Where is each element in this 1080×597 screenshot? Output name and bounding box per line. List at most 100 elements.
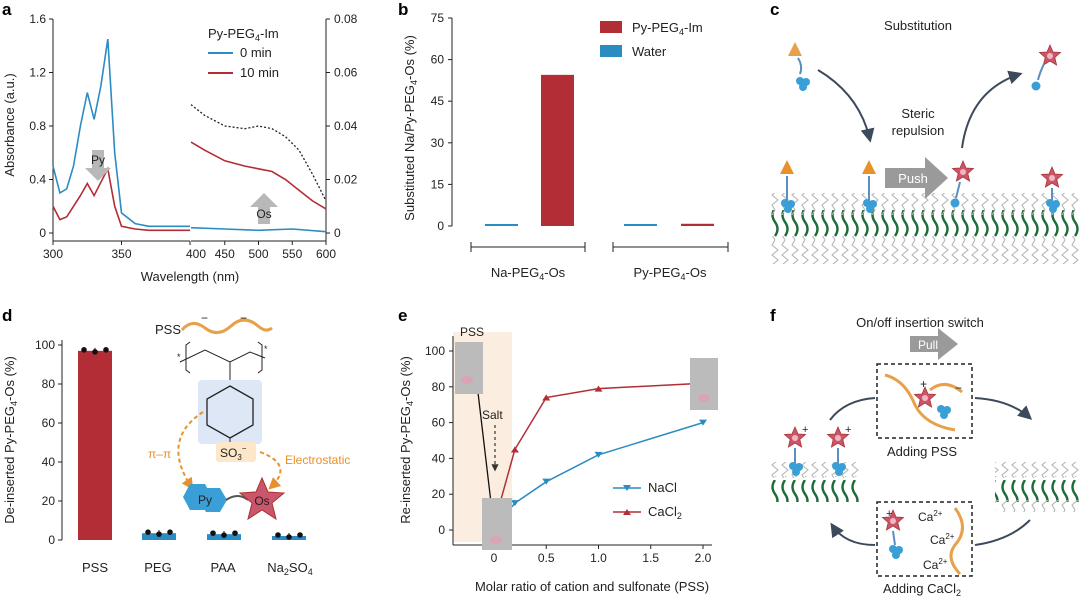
- os-star-icon: [1039, 44, 1061, 66]
- cycle-arrow: [830, 522, 876, 546]
- electrostatic-label: Electrostatic: [285, 453, 350, 467]
- legend-label-0min: 0 min: [240, 45, 272, 60]
- panel-d: d 0 20 40 60 80 100 De-inserted Py-PEG4-Os (%…: [2, 306, 350, 577]
- marker-NaCl: [510, 500, 519, 507]
- data-point: [232, 530, 238, 536]
- legend-swatch-pypeg: [600, 21, 622, 33]
- py-down-arrow-icon: [85, 150, 111, 181]
- panel-e: e 0 20 40 60 80 100 0 0.5 1.0 1.5 2.0 Re-inserted …: [398, 306, 718, 594]
- tick-label-left: 0.4: [29, 173, 46, 187]
- panel-d-axes: 0 20 40 60 80 100: [35, 338, 63, 547]
- pss-minus: −: [240, 311, 247, 325]
- group-label-py: Py-PEG4-Os: [634, 265, 707, 282]
- bar-Py-PEG4-Im-0: [541, 74, 574, 226]
- marker-CaCl2: [594, 385, 603, 392]
- os-star-icon: [952, 160, 974, 182]
- vial-photo-pss: [455, 342, 483, 394]
- substitution-arrow-down: [817, 69, 875, 143]
- py-hexagon-icon: [199, 488, 227, 512]
- bar-Water-0: [485, 224, 518, 226]
- panel-label-e: e: [398, 306, 407, 325]
- group-label-na: Na-PEG4-Os: [491, 265, 566, 282]
- tick-label-x: 300: [43, 247, 63, 261]
- data-point: [103, 347, 109, 353]
- panel-c-gray-bottom: [770, 236, 1080, 264]
- peg-chain: [1037, 63, 1045, 81]
- panel-a-legend-title: Py-PEG4-Im: [208, 26, 279, 43]
- tick-label-x: 400: [186, 247, 206, 261]
- tick-label-right: 0.08: [334, 12, 358, 26]
- tick-label-x: 600: [316, 247, 336, 261]
- py-blob-icon: [1031, 81, 1041, 91]
- marker-CaCl2: [542, 394, 551, 401]
- os-star-icon: [1041, 166, 1063, 188]
- series-line-4: [190, 104, 327, 202]
- arrow-py-label: Py: [91, 153, 105, 167]
- peg-chain: [892, 530, 896, 546]
- data-point: [275, 532, 281, 538]
- so3-label: SO3−: [220, 444, 247, 462]
- panel-f-title: On/off insertion switch: [856, 315, 984, 330]
- panel-f-helix-left: [770, 476, 860, 502]
- tick-label-right: 0.04: [334, 119, 358, 133]
- ca-ion-label: Ca2+: [918, 509, 943, 524]
- panel-e-xlabel: Molar ratio of cation and sulfonate (PSS…: [475, 579, 709, 594]
- bracket-right: [257, 341, 263, 374]
- py-blob-icon: [950, 198, 960, 208]
- panel-e-ylabel: Re-inserted Py-PEG4-Os (%): [398, 356, 415, 524]
- adding-cacl2-label: Adding CaCl2: [883, 581, 961, 597]
- im-triangle-icon: [788, 42, 802, 56]
- peg-chain: [955, 181, 961, 199]
- plus-sign: +: [845, 424, 851, 436]
- bracket-star: *: [177, 352, 181, 362]
- py-blob-icon: [796, 77, 810, 91]
- os-up-arrow-icon: [250, 193, 278, 224]
- panel-d-bars: [78, 347, 306, 540]
- legend-swatch-water: [600, 45, 622, 57]
- tick-label-x: 0: [491, 551, 498, 565]
- tick-label-left: 0: [39, 226, 46, 240]
- tick-label-left: 1.6: [29, 12, 46, 26]
- tick-label-y: 0: [48, 533, 55, 547]
- panel-a: a 0 0.4 0.8 1.2 1.6 0 0.02 0.04 0.06 0.08 300 350 45…: [2, 0, 358, 284]
- tick-label-right: 0: [334, 226, 341, 240]
- pull-arrow-icon: [910, 328, 958, 360]
- pss-label: PSS: [155, 322, 181, 337]
- push-label: Push: [898, 171, 928, 186]
- panel-d-ylabel: De-inserted Py-PEG4-Os (%): [2, 356, 19, 524]
- panel-a-xlabel: Wavelength (nm): [141, 269, 240, 284]
- tick-label-x: 550: [282, 247, 302, 261]
- category-peg: PEG: [144, 560, 171, 575]
- im-triangle-icon: [862, 160, 876, 174]
- backbone: [179, 349, 266, 363]
- legend-label-nacl: NaCl: [648, 480, 677, 495]
- panel-b: b 0 15 30 45 60 75 Substituted Na/Py-PEG4-Os …: [398, 0, 729, 282]
- bracket-left: [185, 341, 191, 374]
- pi-pi-arrow: [177, 411, 204, 490]
- tick-label-x: 1.5: [642, 551, 659, 565]
- tick-label-x: 350: [111, 247, 131, 261]
- panel-label-b: b: [398, 0, 408, 19]
- vial-photo-cacl2: [690, 358, 718, 410]
- py-blob-icon: [889, 545, 903, 559]
- data-point: [167, 529, 173, 535]
- panel-f: f On/off insertion switch Pull + − Addin…: [770, 306, 1080, 597]
- legend-label-pypeg: Py-PEG4-Im: [632, 20, 703, 37]
- os-label: Os: [254, 494, 269, 508]
- legend-label-water: Water: [632, 44, 667, 59]
- salt-label: Salt: [482, 408, 503, 422]
- pss-chain-icon: [884, 373, 963, 432]
- im-triangle-icon: [780, 160, 794, 174]
- plus-sign: +: [802, 424, 808, 436]
- panel-c-title: Substitution: [884, 18, 952, 33]
- panel-b-ylabel: Substituted Na/Py-PEG4-Os (%): [402, 35, 419, 221]
- ca-ion-label: Ca2+: [930, 532, 955, 547]
- tick-label-y: 80: [432, 380, 446, 394]
- marker-CaCl2: [510, 446, 519, 453]
- repulsion-label: repulsion: [892, 123, 945, 138]
- tick-label-y: 20: [432, 487, 446, 501]
- cycle-arrow: [829, 397, 876, 421]
- data-point: [81, 347, 87, 353]
- tick-label-y: 40: [42, 455, 56, 469]
- bar-Water-1: [624, 224, 657, 226]
